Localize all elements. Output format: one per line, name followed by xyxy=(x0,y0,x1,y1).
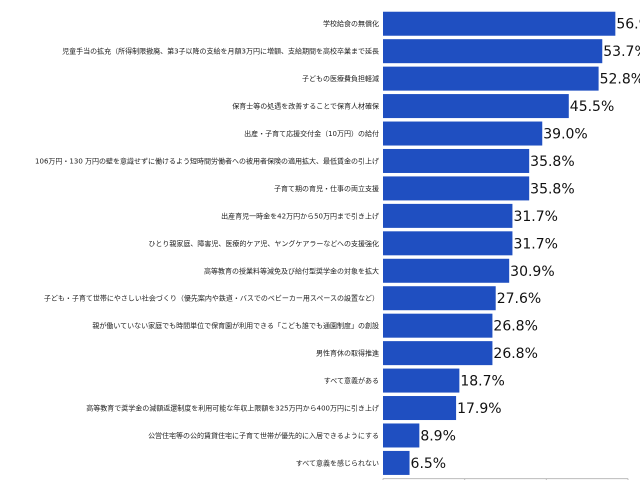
value-label: 27.6% xyxy=(497,291,541,307)
category-label: 男性育休の取得推進 xyxy=(316,349,379,358)
value-label: 26.8% xyxy=(493,319,537,335)
bar xyxy=(383,231,513,256)
value-label: 39.0% xyxy=(543,127,587,143)
value-label: 18.7% xyxy=(460,374,504,390)
value-label: 8.9% xyxy=(420,428,456,444)
bar xyxy=(383,176,530,201)
category-label: 学校給食の無償化 xyxy=(323,19,379,28)
bar xyxy=(383,286,496,311)
category-label: すべて意義を感じられない xyxy=(296,458,379,467)
value-label: 31.7% xyxy=(513,236,557,252)
category-label: 保育士等の処遇を改善することで保育人材確保 xyxy=(232,102,379,111)
bar xyxy=(383,203,513,228)
category-label: 子ども・子育て世帯にやさしい社会づくり（優先案内や鉄道・バスでのベビーカー用スペ… xyxy=(44,294,379,303)
category-label: 公営住宅等の公的賃貸住宅に子育て世帯が優先的に入居できるようにする xyxy=(148,431,379,440)
value-label: 17.9% xyxy=(457,401,501,417)
value-label: 56.9% xyxy=(616,17,640,33)
bar xyxy=(383,66,599,91)
value-label: 26.8% xyxy=(493,346,537,362)
category-label: 親が働いていない家庭でも時間単位で保育園が利用できる「こども誰でも通園制度」の創… xyxy=(92,321,379,330)
category-label: 高等教育の授業料等減免及び給付型奨学金の対象を拡大 xyxy=(204,266,379,275)
category-labels: 学校給食の無償化児童手当の拡充（所得制限撤廃、第3子以降の支給を月額3万円に増額… xyxy=(35,19,379,467)
bar xyxy=(383,94,569,119)
value-label: 35.8% xyxy=(530,181,574,197)
bar xyxy=(383,423,420,448)
category-label: 子育て期の育児・仕事の両立支援 xyxy=(274,184,379,193)
bar xyxy=(383,11,616,36)
bars-layer xyxy=(383,11,616,475)
bar xyxy=(383,450,410,475)
bar xyxy=(383,368,460,393)
bar xyxy=(383,313,493,338)
category-label: 児童手当の拡充（所得制限撤廃、第3子以降の支給を月額3万円に増額、支給期間を高校… xyxy=(62,47,379,56)
bar xyxy=(383,121,543,146)
category-label: 出産育児一時金を42万円から50万円まで引き上げ xyxy=(221,211,379,220)
bar xyxy=(383,39,603,64)
bar xyxy=(383,148,530,173)
value-label: 53.7% xyxy=(603,44,640,60)
value-label: 35.8% xyxy=(530,154,574,170)
value-label: 52.8% xyxy=(600,72,640,88)
value-label: 6.5% xyxy=(411,456,447,472)
value-label: 31.7% xyxy=(513,209,557,225)
value-labels: 56.9% 53.7% 52.8% 45.5% 39.0% 35.8% 35.8% 31.7%… xyxy=(411,17,640,472)
category-label: 出産・子育て応援交付金（10万円）の給付 xyxy=(244,129,379,138)
category-label: ひとり親家庭、障害児、医療的ケア児、ヤングケアラーなどへの支援強化 xyxy=(149,239,379,248)
value-label: 30.9% xyxy=(510,264,554,280)
category-label: 子どもの医療費負担軽減 xyxy=(302,74,379,83)
bar xyxy=(383,341,493,366)
bar xyxy=(383,396,457,421)
category-label: すべて意義がある xyxy=(324,376,379,385)
x-axis: 0204060 xyxy=(382,478,629,480)
category-label: 106万円・130 万円の壁を意識せずに働けるよう短時間労働者への被用者保険の適… xyxy=(35,156,379,165)
bar xyxy=(383,258,510,283)
category-label: 高等教育で奨学金の減額返還制度を利用可能な年収上限額を325万円から400万円に… xyxy=(86,404,379,413)
value-label: 45.5% xyxy=(570,99,614,115)
